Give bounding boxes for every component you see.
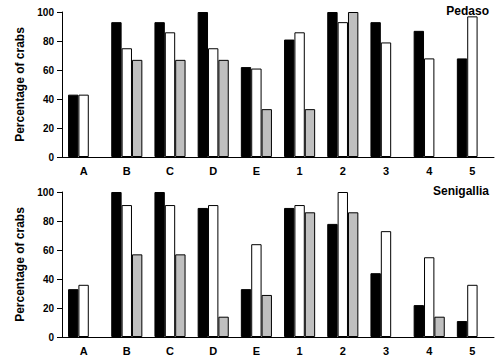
svg-text:0: 0 bbox=[48, 152, 54, 163]
svg-text:E: E bbox=[253, 345, 260, 357]
svg-text:20: 20 bbox=[43, 123, 55, 134]
svg-text:40: 40 bbox=[43, 94, 55, 105]
svg-text:5: 5 bbox=[469, 345, 475, 357]
svg-text:E: E bbox=[253, 165, 260, 177]
svg-text:1: 1 bbox=[297, 345, 303, 357]
svg-text:60: 60 bbox=[43, 245, 55, 256]
svg-text:Senigallia: Senigallia bbox=[433, 184, 489, 198]
svg-text:100: 100 bbox=[37, 7, 54, 18]
svg-text:Percentage of crabs: Percentage of crabs bbox=[13, 207, 27, 322]
svg-text:D: D bbox=[209, 345, 217, 357]
svg-text:20: 20 bbox=[43, 303, 55, 314]
svg-text:Percentage of crabs: Percentage of crabs bbox=[13, 27, 27, 142]
svg-text:4: 4 bbox=[426, 165, 433, 177]
svg-text:40: 40 bbox=[43, 274, 55, 285]
svg-text:80: 80 bbox=[43, 216, 55, 227]
svg-text:5: 5 bbox=[469, 165, 475, 177]
svg-text:60: 60 bbox=[43, 65, 55, 76]
svg-text:C: C bbox=[166, 345, 174, 357]
svg-text:C: C bbox=[166, 165, 174, 177]
svg-text:A: A bbox=[80, 345, 88, 357]
svg-text:4: 4 bbox=[426, 345, 433, 357]
svg-text:A: A bbox=[80, 165, 88, 177]
svg-text:Pedaso: Pedaso bbox=[446, 4, 489, 18]
svg-text:2: 2 bbox=[340, 165, 346, 177]
svg-text:B: B bbox=[123, 345, 131, 357]
svg-text:3: 3 bbox=[383, 165, 389, 177]
svg-text:1: 1 bbox=[297, 165, 303, 177]
svg-text:B: B bbox=[123, 165, 131, 177]
svg-text:80: 80 bbox=[43, 36, 55, 47]
svg-text:3: 3 bbox=[383, 345, 389, 357]
svg-text:D: D bbox=[209, 165, 217, 177]
svg-text:100: 100 bbox=[37, 187, 54, 198]
svg-text:0: 0 bbox=[48, 332, 54, 343]
svg-text:2: 2 bbox=[340, 345, 346, 357]
